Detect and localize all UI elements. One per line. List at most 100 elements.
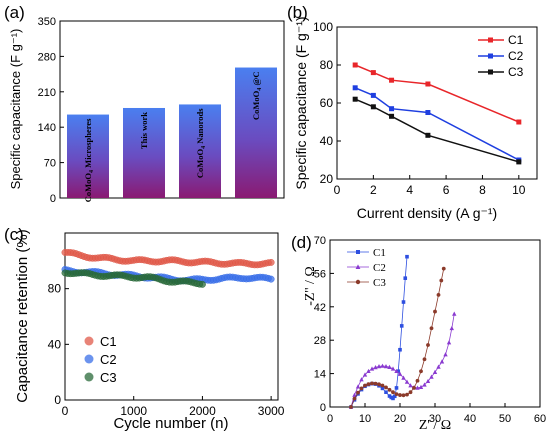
panel-c: (c) 0 40 80 0 1000 2000 3000 C1 C2 C3 Cycle numb… <box>4 225 285 432</box>
data-point <box>391 396 395 401</box>
y-tick-label: 70 <box>44 158 56 170</box>
bar <box>179 104 221 198</box>
legend-marker <box>488 53 493 59</box>
data-point <box>380 363 385 368</box>
legend-label: C2 <box>373 262 386 274</box>
data-point <box>403 276 408 280</box>
data-point <box>389 106 395 112</box>
data-point <box>425 110 431 115</box>
legend-label: C1 <box>373 247 386 259</box>
bar <box>235 67 277 198</box>
panel-a-frame <box>59 20 285 199</box>
data-point <box>387 387 392 392</box>
panel-d-frame <box>329 239 541 408</box>
panel-d-y-axis-label: -Z'' / Ω <box>303 266 318 306</box>
data-point <box>373 364 378 370</box>
data-point <box>422 382 427 387</box>
data-point <box>422 357 427 362</box>
data-point <box>398 347 402 352</box>
data-point <box>384 385 388 390</box>
y-tick-label: 140 <box>38 122 56 134</box>
bar-category-label: CoMoO4 Microspheres <box>83 118 95 202</box>
data-point <box>398 393 402 397</box>
data-point <box>401 300 406 304</box>
data-point <box>429 326 434 331</box>
panel-b-x-axis-label: Current density (A g⁻¹) <box>357 205 497 221</box>
panel-a-y-ticks: 0 70 140 210 280 350 <box>38 16 64 205</box>
x-tick-label: 3000 <box>258 404 285 418</box>
y-tick-label: 280 <box>38 51 56 63</box>
data-point <box>352 62 358 68</box>
data-point <box>366 368 371 374</box>
panel-b: (b) 20 40 60 80 100 0 2 4 6 8 10 C1 C2 C3 Current de… <box>287 3 538 221</box>
data-point <box>373 381 378 386</box>
data-point <box>405 254 409 259</box>
data-point <box>369 366 375 371</box>
data-point <box>376 364 382 369</box>
x-tick-label: 1000 <box>120 404 147 418</box>
panel-c-x-axis-label: Cycle number (n) <box>113 415 228 432</box>
panel-d-ticks: 0 14 28 42 56 70 0 10 20 30 40 50 60 <box>314 235 546 425</box>
x-tick-label: 2 <box>370 183 377 197</box>
data-point <box>397 371 403 376</box>
panel-a-y-axis-label: Specific capacitance (F g⁻¹) <box>8 29 23 190</box>
data-point <box>412 386 416 390</box>
data-point <box>401 393 406 398</box>
data-point <box>370 381 374 386</box>
series-line <box>354 87 520 161</box>
data-point <box>359 377 364 382</box>
legend-marker <box>355 264 361 269</box>
panel-b-y-axis-label: Specific capacitance (F g⁻¹) <box>293 16 309 189</box>
data-point <box>396 369 401 374</box>
panel-a-letter: (a) <box>4 3 25 22</box>
data-point <box>418 384 424 389</box>
y-tick-label: 80 <box>320 58 334 72</box>
data-point <box>387 364 392 369</box>
data-point <box>363 383 367 388</box>
data-point <box>433 309 437 314</box>
data-point <box>377 382 381 387</box>
panel-c-ticks: 0 40 80 0 1000 2000 3000 <box>48 282 285 418</box>
y-tick-label: 210 <box>38 87 56 99</box>
legend-marker <box>488 37 493 43</box>
series-line <box>354 98 520 163</box>
data-point <box>432 369 438 374</box>
y-tick-label: 60 <box>320 96 334 110</box>
data-point <box>394 386 399 390</box>
data-point <box>426 343 430 347</box>
bar-category-label: CoMoO4 @C <box>251 72 263 120</box>
x-tick-label: 4 <box>406 183 413 197</box>
x-tick-label: 10 <box>512 183 526 197</box>
legend-marker <box>356 250 360 254</box>
panel-d: (d) 0 14 28 42 56 70 0 10 20 30 40 50 60 C1 C2 C3 Z' /… <box>291 233 546 433</box>
x-tick-label: 40 <box>464 413 476 425</box>
data-point <box>425 132 431 138</box>
data-point <box>441 266 446 271</box>
data-point <box>352 396 357 401</box>
panel-d-letter: (d) <box>291 233 312 252</box>
data-point <box>392 394 397 399</box>
data-point <box>389 113 395 119</box>
x-tick-label: 0 <box>62 404 69 418</box>
data-point <box>349 405 353 409</box>
legend-marker <box>355 279 361 285</box>
data-point <box>516 159 522 165</box>
data-point <box>390 366 396 371</box>
legend-marker <box>84 372 94 382</box>
y-tick-label: 40 <box>320 134 334 148</box>
data-point <box>352 392 357 397</box>
data-point <box>359 386 364 391</box>
x-tick-label: 6 <box>443 183 450 197</box>
y-tick-label: 14 <box>314 369 326 381</box>
panel-b-frame <box>336 26 538 180</box>
x-tick-label: 60 <box>534 413 546 425</box>
data-point <box>404 379 410 384</box>
legend-label: C1 <box>100 334 117 349</box>
data-point <box>356 390 360 395</box>
data-point <box>394 368 399 374</box>
data-point <box>419 369 423 374</box>
legend-label: C3 <box>508 65 524 79</box>
x-tick-label: 2000 <box>189 404 216 418</box>
data-point <box>405 392 409 397</box>
data-point <box>446 340 452 345</box>
